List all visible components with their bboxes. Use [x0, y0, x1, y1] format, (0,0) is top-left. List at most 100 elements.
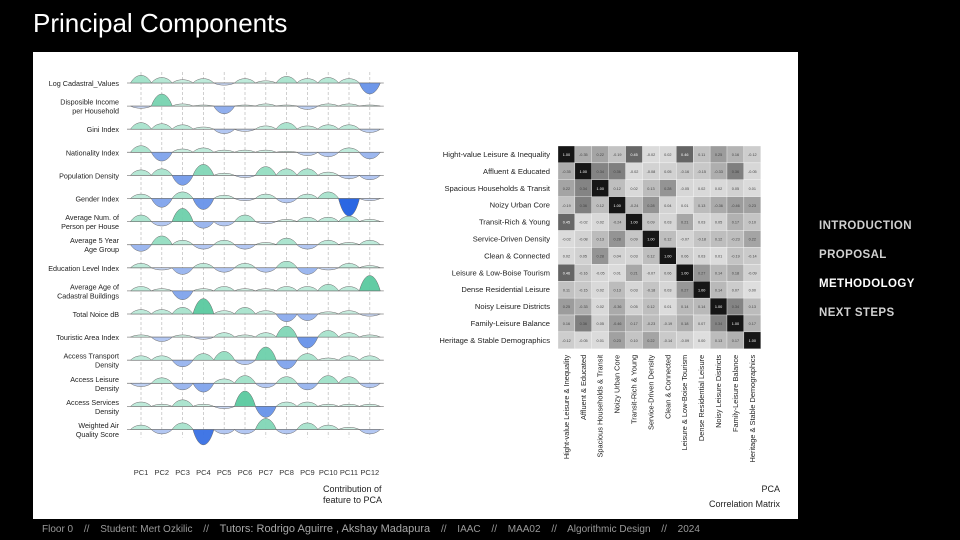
feature-label: Disposible Income per Household — [60, 98, 119, 116]
loading-bump — [255, 80, 277, 84]
loading-bump — [358, 152, 381, 160]
matrix-cell-value: -0.46 — [613, 322, 622, 326]
matrix-cell-value: 0.02 — [597, 305, 604, 309]
loading-bump — [234, 175, 256, 178]
loading-bump — [150, 123, 173, 130]
matrix-cell-value: 0.21 — [681, 221, 688, 225]
nav-next-steps[interactable]: NEXT STEPS — [819, 307, 895, 319]
feature-label: Access Transport Density — [63, 352, 119, 370]
loading-bump — [234, 214, 256, 222]
matrix-cell-value: 1.00 — [563, 153, 570, 157]
matrix-cell-value: 0.05 — [664, 170, 671, 174]
nav-proposal[interactable]: PROPOSAL — [819, 249, 887, 261]
nav-methodology[interactable]: METHODOLOGY — [819, 278, 915, 290]
matrix-column-label: Transit-Rich & Young — [630, 355, 639, 424]
loading-bump — [317, 330, 340, 338]
loading-bump — [171, 240, 194, 245]
matrix-cell-value: 0.17 — [732, 339, 739, 343]
matrix-cell-value: 0.14 — [681, 305, 688, 309]
matrix-column-label: Service-Driven Density — [646, 355, 655, 430]
matrix-cell-value: 0.13 — [647, 187, 654, 191]
loading-bump — [296, 313, 319, 321]
loading-bump — [275, 198, 298, 204]
matrix-cell-value: 0.12 — [647, 305, 654, 309]
footer-separator: // — [203, 524, 209, 535]
matrix-cell-value: 0.02 — [597, 221, 604, 225]
loading-bump — [296, 286, 319, 292]
pc-axis-label: PC9 — [300, 468, 315, 477]
loading-bump — [150, 168, 173, 176]
loading-bump — [317, 216, 340, 222]
loading-bump — [275, 376, 298, 384]
loading-bump — [296, 105, 319, 110]
matrix-cell-value: 0.01 — [749, 187, 756, 191]
feature-label: Total Noice dB — [73, 310, 120, 319]
loading-bump — [296, 193, 319, 199]
footer-course: Algorithmic Design — [567, 524, 651, 535]
matrix-cell-value: -0.33 — [579, 305, 588, 309]
matrix-cell-value: -0.18 — [647, 288, 656, 292]
loading-bump — [150, 93, 173, 107]
loading-bump — [317, 152, 340, 157]
matrix-cell-value: 0.03 — [664, 288, 671, 292]
matrix-cell-value: 0.10 — [630, 339, 637, 343]
matrix-column-label: Noizy Urban Core — [613, 355, 622, 414]
matrix-cell-value: -0.15 — [579, 288, 588, 292]
matrix-cell-value: -0.09 — [680, 339, 689, 343]
loading-bump — [337, 124, 361, 130]
matrix-cell-value: 1.00 — [647, 238, 654, 242]
loading-bump — [130, 145, 152, 153]
loading-bump — [296, 168, 319, 176]
matrix-cell-value: 0.46 — [563, 271, 570, 275]
matrix-cell-value: -0.08 — [647, 170, 656, 174]
loading-bump — [254, 418, 277, 430]
footer-program: MAA02 — [507, 524, 541, 535]
loading-bump — [130, 75, 152, 84]
loading-bump — [171, 208, 194, 222]
loading-bump — [171, 399, 194, 407]
loading-bump — [317, 403, 339, 407]
pc-axis-label: PC2 — [155, 468, 170, 477]
feature-label: Touristic Area Index — [56, 333, 119, 342]
matrix-cell-value: -0.18 — [697, 238, 706, 242]
loading-bump — [358, 275, 381, 292]
matrix-cell-value: 0.28 — [664, 187, 671, 191]
loading-bump — [275, 286, 298, 292]
matrix-cell-value: -0.02 — [562, 238, 571, 242]
loading-bump — [171, 334, 194, 338]
feature-label: Population Density — [59, 171, 119, 180]
loading-bump — [171, 79, 194, 84]
matrix-cell-value: 0.07 — [698, 322, 705, 326]
loading-bump — [129, 193, 153, 199]
loading-bump — [254, 406, 277, 418]
pc-axis-label: PC4 — [196, 468, 211, 477]
matrix-cell-value: 0.27 — [681, 288, 688, 292]
matrix-cell-value: 0.10 — [749, 221, 756, 225]
pc-axis-label: PC3 — [175, 468, 190, 477]
loading-bump — [254, 332, 277, 338]
loading-bump — [130, 244, 152, 252]
pc-axis-label: PC8 — [279, 468, 294, 477]
matrix-cell-value: 0.21 — [630, 271, 637, 275]
matrix-column-label: Spacious Households & Transit — [596, 355, 605, 458]
matrix-column-label: Heritage & Stable Demographics — [748, 355, 757, 463]
loading-bump — [213, 286, 236, 292]
loading-bump — [317, 240, 340, 245]
loading-bump — [359, 334, 381, 338]
matrix-column-label: Clean & Connected — [663, 355, 672, 419]
nav-introduction[interactable]: INTRODUCTION — [819, 220, 912, 232]
loading-bump — [255, 221, 277, 225]
loading-bump — [234, 104, 256, 107]
pc-axis-label: PC12 — [360, 468, 379, 477]
loading-bump — [276, 150, 298, 153]
pc-axis-label: PC10 — [319, 468, 338, 477]
matrix-cell-value: 0.22 — [563, 187, 570, 191]
matrix-cell-value: 0.04 — [664, 204, 671, 208]
figure-panel: PC1 PC2 PC3 PC4 PC5 PC6 PC7 PC8 PC9 PC10 PC11 PC12 L… — [33, 52, 798, 519]
matrix-cell-value: 0.03 — [664, 221, 671, 225]
matrix-cell-value: 1.00 — [681, 271, 688, 275]
loading-bump — [150, 309, 173, 315]
loading-bump — [213, 221, 236, 227]
matrix-cell-value: 0.03 — [698, 221, 705, 225]
matrix-cell-value: 0.23 — [749, 204, 756, 208]
